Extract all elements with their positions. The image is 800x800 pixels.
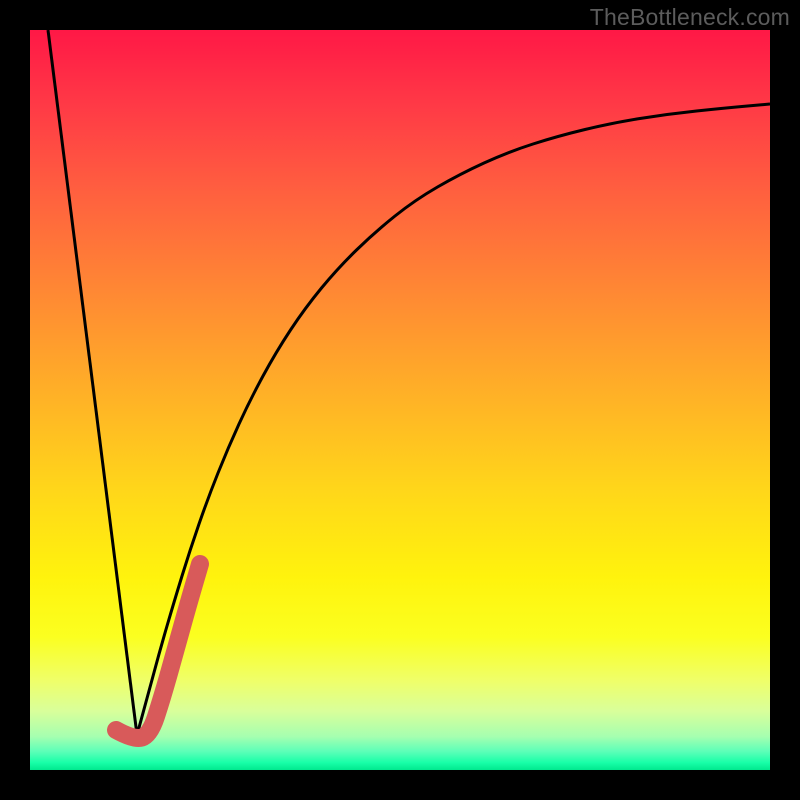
chart-background [30, 30, 770, 770]
watermark-text: TheBottleneck.com [590, 4, 790, 31]
plot-area [30, 30, 770, 770]
chart-svg [30, 30, 770, 770]
figure-container: TheBottleneck.com [0, 0, 800, 800]
